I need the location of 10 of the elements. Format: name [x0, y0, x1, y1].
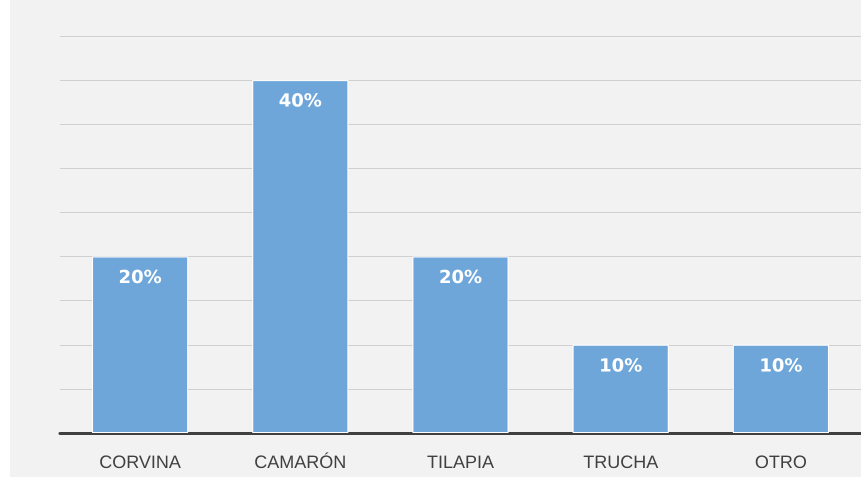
data-label: 40% — [278, 90, 322, 112]
x-tick-label: TILAPIA — [426, 452, 494, 472]
x-tick-label: CORVINA — [99, 452, 181, 472]
data-label: 10% — [599, 355, 642, 376]
data-label: 20% — [438, 267, 482, 288]
x-tick-label: CAMARÓN — [254, 452, 346, 472]
x-tick-label: TRUCHA — [583, 452, 658, 472]
data-label: 10% — [759, 355, 802, 376]
data-label: 20% — [118, 267, 162, 288]
x-tick-label: OTRO — [754, 452, 807, 472]
